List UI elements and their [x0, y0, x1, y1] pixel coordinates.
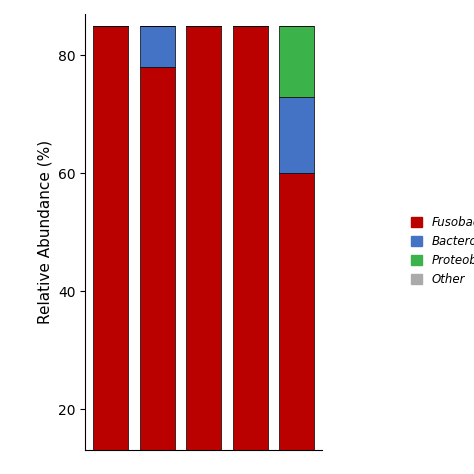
Bar: [279, 97, 314, 173]
Bar: [93, 26, 128, 474]
Bar: [279, 173, 314, 474]
Bar: [279, 26, 314, 97]
Bar: [140, 67, 175, 474]
Bar: [186, 26, 221, 474]
Y-axis label: Relative Abundance (%): Relative Abundance (%): [37, 140, 53, 324]
Legend: Fusobacteria, Bacteroidetes, Proteobacteria, Other: Fusobacteria, Bacteroidetes, Proteobacte…: [411, 216, 474, 286]
Bar: [140, 26, 175, 67]
Bar: [233, 26, 268, 474]
